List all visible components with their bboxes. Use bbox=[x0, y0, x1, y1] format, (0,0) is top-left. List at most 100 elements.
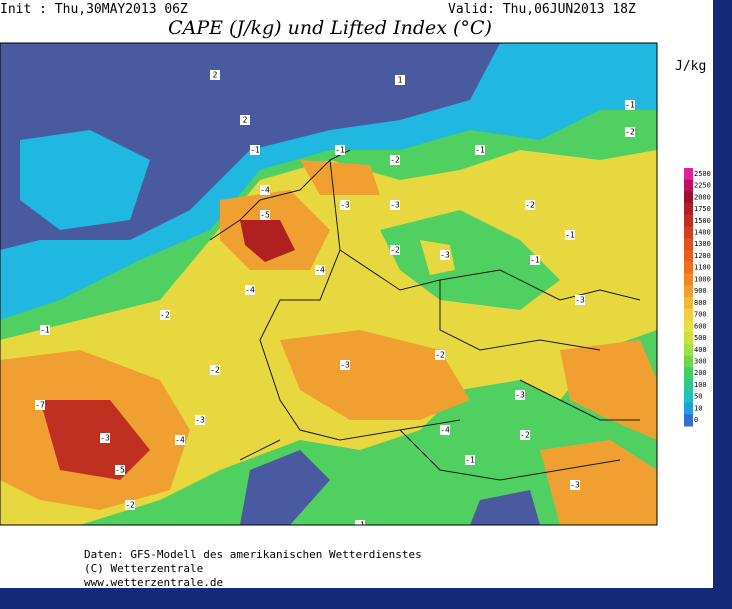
contour-label-box bbox=[395, 75, 405, 85]
init-time: Init : Thu,30MAY2013 06Z bbox=[0, 2, 188, 17]
contour-label: -4 bbox=[260, 186, 270, 195]
contour-label-box bbox=[390, 155, 400, 165]
legend-swatch bbox=[684, 297, 693, 310]
contour-label-box bbox=[440, 250, 450, 260]
contour-label: -3 bbox=[340, 201, 350, 210]
contour-label-box bbox=[195, 415, 205, 425]
contour-label-box bbox=[210, 365, 220, 375]
contour-label: -1 bbox=[530, 256, 540, 265]
legend-swatch bbox=[684, 332, 693, 345]
legend-swatch bbox=[684, 226, 693, 239]
legend-label: 300 bbox=[694, 358, 707, 366]
legend-swatch bbox=[684, 191, 693, 204]
orange-se bbox=[540, 440, 657, 525]
contour-label: -1 bbox=[355, 521, 365, 530]
legend-label: 700 bbox=[694, 311, 707, 319]
contour-label: -1 bbox=[625, 101, 635, 110]
legend-swatch bbox=[684, 214, 693, 228]
contour-label: 1 bbox=[398, 76, 403, 85]
contour-label: -3 bbox=[570, 481, 580, 490]
frame-bottom bbox=[0, 588, 732, 609]
contour-label: 2 bbox=[213, 71, 218, 80]
orange-central bbox=[280, 330, 470, 420]
contour-label-box bbox=[570, 480, 580, 490]
legend-label: 600 bbox=[694, 322, 707, 330]
contour-label-box bbox=[35, 400, 45, 410]
contour-label: -1 bbox=[250, 146, 260, 155]
legend-label: 50 bbox=[694, 393, 702, 401]
legend-swatch bbox=[684, 355, 693, 368]
map-title: CAPE (J/kg) und Lifted Index (°C) bbox=[168, 17, 492, 39]
legend-swatch bbox=[684, 238, 693, 251]
legend-swatch bbox=[684, 179, 693, 192]
legend-swatch bbox=[684, 250, 693, 263]
contour-label-box bbox=[625, 127, 635, 137]
contour-label: -1 bbox=[565, 231, 575, 240]
slate-adriatic bbox=[470, 490, 540, 525]
legend-unit: J/kg bbox=[675, 59, 706, 74]
legend-swatch bbox=[684, 285, 693, 298]
contour-label: -4 bbox=[245, 286, 255, 295]
cyan-sea bbox=[20, 130, 150, 230]
contour-label-box bbox=[340, 360, 350, 370]
contour-label-box bbox=[315, 265, 325, 275]
contour-label: -3 bbox=[440, 251, 450, 260]
contour-label: -3 bbox=[575, 296, 585, 305]
legend-label: 1200 bbox=[694, 252, 711, 260]
contour-label-box bbox=[100, 433, 110, 443]
legend-swatch bbox=[684, 390, 693, 404]
legend-label: 10 bbox=[694, 404, 702, 412]
contour-labels: 2 2 1 -1 -1 -2 -1 -3 -4 -5 -4 -3 -2 -1 -3 -2 -1 -1 -2 -3 -7 -… bbox=[35, 70, 635, 530]
contour-label-box bbox=[335, 145, 345, 155]
legend-label: 800 bbox=[694, 299, 707, 307]
contour-label: -2 bbox=[625, 128, 635, 137]
contour-label-box bbox=[530, 255, 540, 265]
contour-label-box bbox=[390, 245, 400, 255]
green-central bbox=[380, 210, 560, 310]
legend-swatch bbox=[684, 343, 693, 357]
legend-label: 400 bbox=[694, 346, 707, 354]
contour-label-box bbox=[340, 200, 350, 210]
contour-label: -7 bbox=[35, 401, 45, 410]
legend-label: 1000 bbox=[694, 275, 711, 283]
contour-label: -3 bbox=[195, 416, 205, 425]
contour-label-box bbox=[565, 230, 575, 240]
contour-label-box bbox=[355, 520, 365, 525]
map-frame bbox=[0, 42, 658, 526]
contour-label-box bbox=[260, 185, 270, 195]
yellow-spot bbox=[420, 240, 455, 275]
contour-label: -2 bbox=[525, 201, 535, 210]
contour-label-box bbox=[245, 285, 255, 295]
legend-swatch bbox=[684, 414, 693, 427]
map: 2 2 1 -1 -1 -2 -1 -3 -4 -5 -4 -3 -2 -1 -3 -2 -1 -1 -2 -3 -7 -… bbox=[0, 42, 658, 530]
legend-label: 0 bbox=[694, 416, 698, 424]
footer-url: www.wetterzentrale.de bbox=[84, 576, 223, 589]
contour-label: -4 bbox=[175, 436, 185, 445]
contour-label-box bbox=[175, 435, 185, 445]
orange-east bbox=[560, 340, 657, 440]
contour-label-box bbox=[125, 500, 135, 510]
contour-label-box bbox=[625, 100, 635, 110]
contour-label: -2 bbox=[160, 311, 170, 320]
contour-label-box bbox=[575, 295, 585, 305]
contour-label-box bbox=[435, 350, 445, 360]
borders bbox=[209, 149, 641, 481]
contour-label-box bbox=[40, 325, 50, 335]
legend-label: 2500 bbox=[694, 170, 711, 178]
legend-label: 2250 bbox=[694, 182, 711, 190]
contour-label: -2 bbox=[435, 351, 445, 360]
valid-time: Valid: Thu,06JUN2013 18Z bbox=[448, 2, 636, 17]
contour-label: -4 bbox=[315, 266, 325, 275]
legend-swatch bbox=[684, 273, 693, 286]
legend-label: 1750 bbox=[694, 205, 711, 213]
red-sw bbox=[40, 400, 150, 480]
legend-swatch bbox=[684, 379, 693, 392]
contour-label: -1 bbox=[335, 146, 345, 155]
contour-label-box bbox=[475, 145, 485, 155]
slate-alps bbox=[240, 450, 330, 525]
contour-label-box bbox=[515, 390, 525, 400]
contour-label: -3 bbox=[100, 434, 110, 443]
red-benelux bbox=[240, 220, 295, 262]
legend-label: 1100 bbox=[694, 264, 711, 272]
